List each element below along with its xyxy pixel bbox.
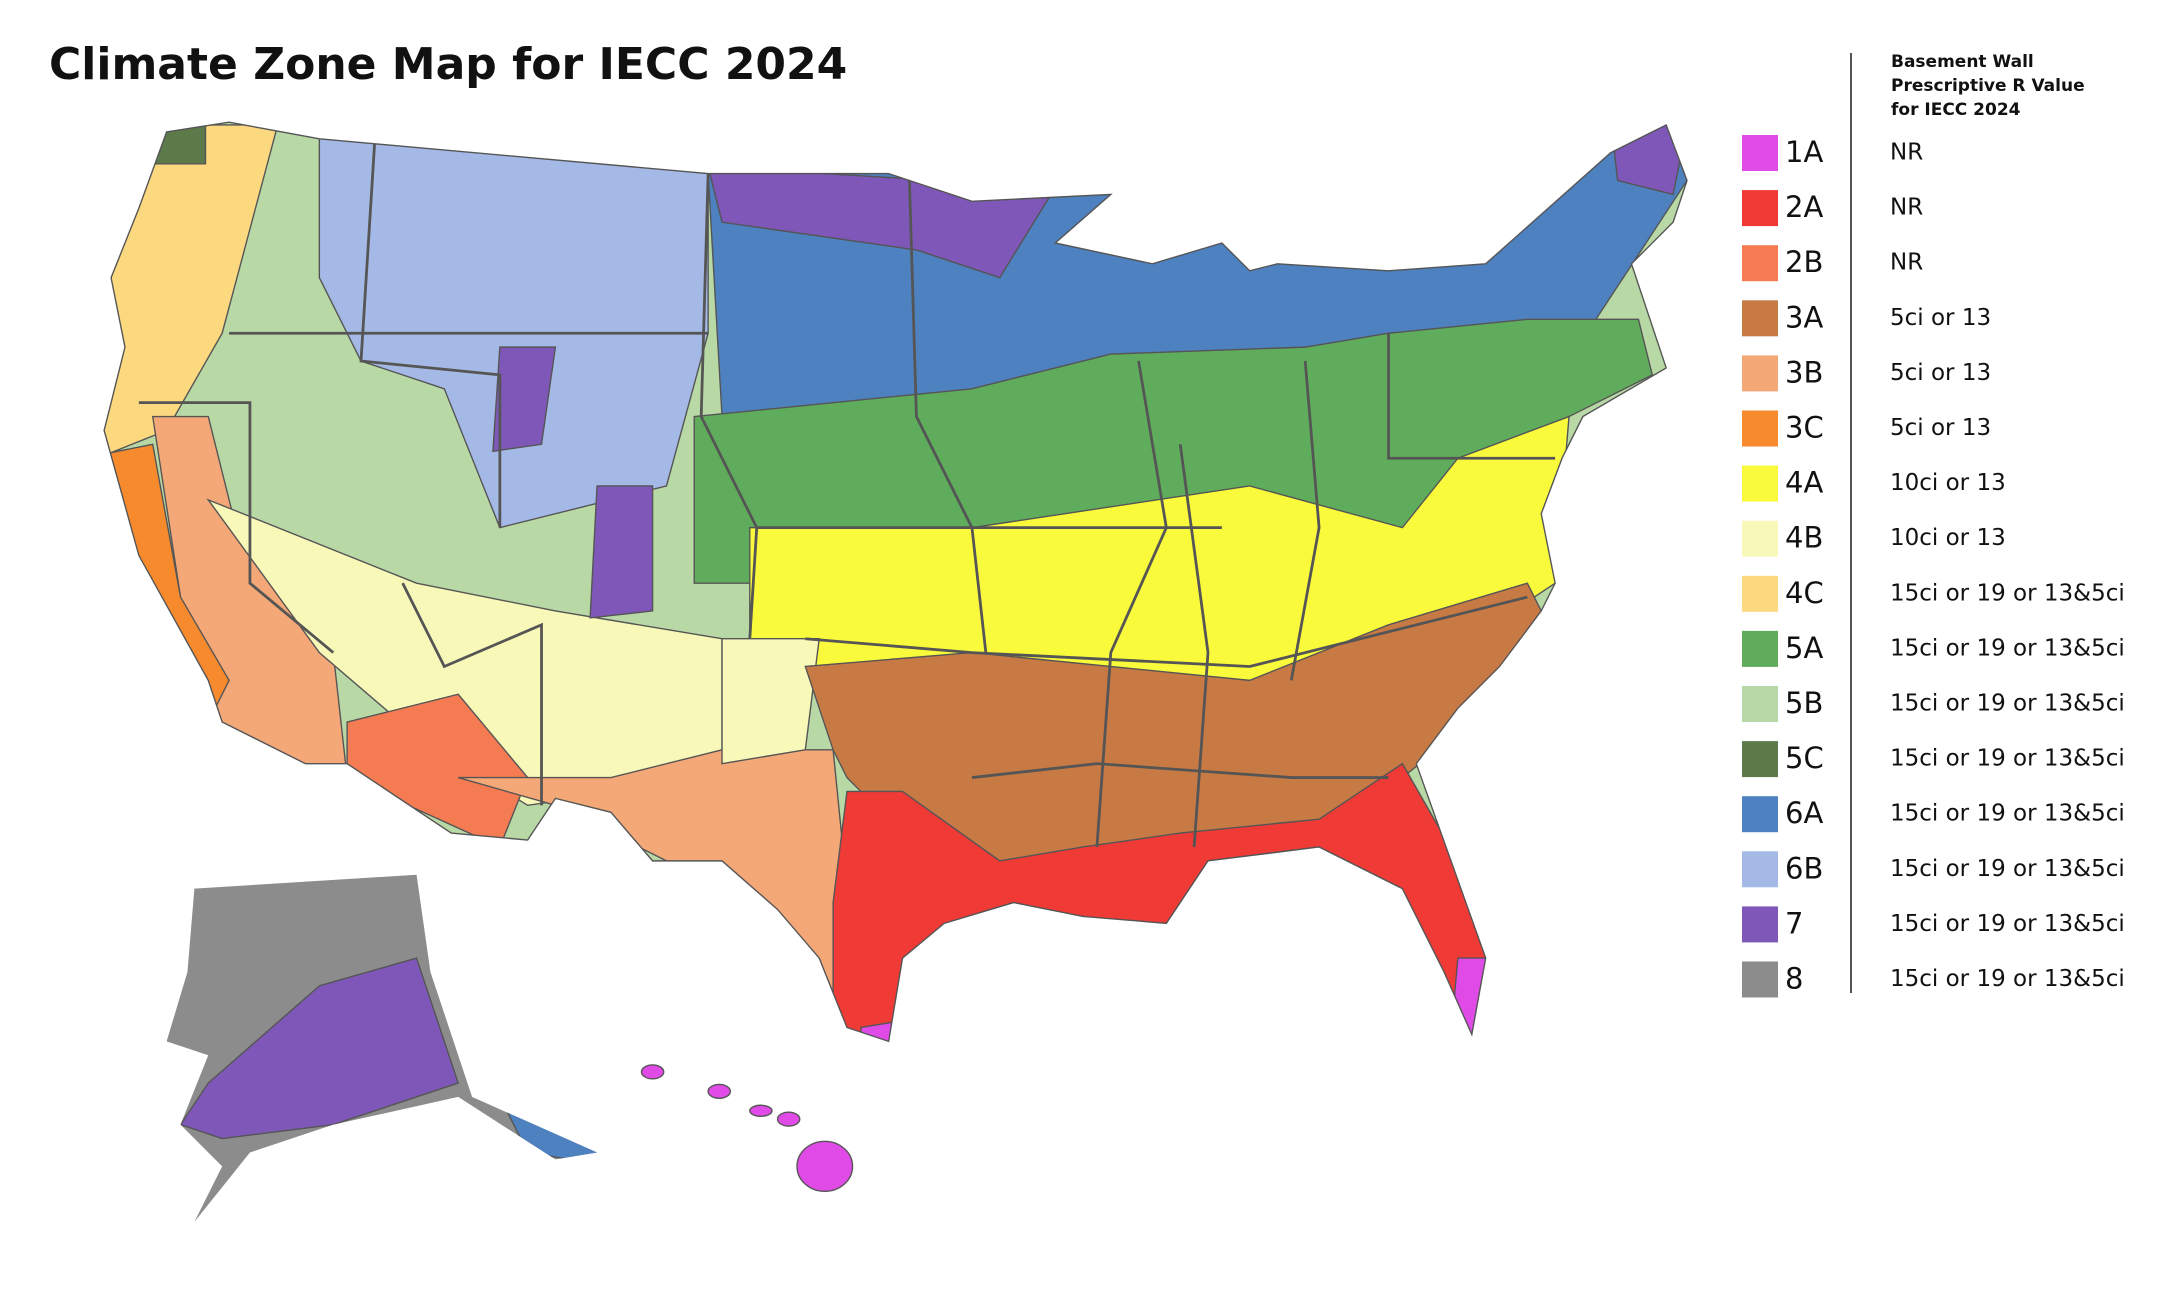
legend-swatch <box>1742 961 1778 998</box>
zone-label: 2A <box>1785 190 1823 224</box>
r-value: 15ci or 19 or 13&5ci <box>1890 856 2125 882</box>
zone-region <box>749 1104 773 1118</box>
hawaii <box>640 1064 854 1193</box>
zone-label: 5C <box>1785 741 1824 775</box>
zone-label: 3C <box>1785 411 1824 445</box>
r-value: 10ci or 13 <box>1890 470 2006 496</box>
r-value: 15ci or 19 or 13&5ci <box>1890 580 2125 606</box>
zone-label: 6A <box>1785 796 1823 830</box>
zone-region <box>589 485 654 619</box>
zone-label: 3A <box>1785 300 1823 334</box>
r-value: 15ci or 19 or 13&5ci <box>1890 911 2125 937</box>
zone-region <box>860 1019 911 1042</box>
zone-label: 4B <box>1785 521 1823 555</box>
legend-swatch <box>1742 851 1778 888</box>
us-outline <box>103 121 1688 1043</box>
zone-region <box>776 1111 801 1127</box>
legend-header: Basement Wall <box>1891 52 2034 72</box>
legend-header: Prescriptive R Value <box>1891 76 2085 96</box>
zone-region <box>707 1083 732 1099</box>
legend-swatch <box>1742 630 1778 667</box>
r-value: 15ci or 19 or 13&5ci <box>1890 691 2125 717</box>
legend-swatch <box>1742 190 1778 227</box>
zone-region <box>152 124 207 165</box>
legend-swatch <box>1742 410 1778 447</box>
zone-region <box>796 1140 854 1193</box>
zone-label: 3B <box>1785 355 1823 389</box>
zone-label: 6B <box>1785 851 1823 885</box>
r-value: 10ci or 13 <box>1890 525 2006 551</box>
r-value: NR <box>1890 140 1923 166</box>
zone-label: 4C <box>1785 576 1824 610</box>
zone-label: 1A <box>1785 135 1823 169</box>
zone-label: 4A <box>1785 466 1823 500</box>
r-value: 5ci or 13 <box>1890 305 1991 331</box>
r-value: 15ci or 19 or 13&5ci <box>1890 966 2125 992</box>
r-value: NR <box>1890 195 1923 221</box>
legend-header: for IECC 2024 <box>1891 100 2021 120</box>
legend-swatch <box>1742 686 1778 722</box>
legend: Basement Wall Prescriptive R Value for IEC… <box>1742 52 2125 998</box>
zone-label: 7 <box>1785 906 1803 940</box>
r-value: 15ci or 19 or 13&5ci <box>1890 746 2125 772</box>
r-value: 5ci or 13 <box>1890 415 1991 441</box>
legend-swatch <box>1742 520 1778 557</box>
legend-swatch <box>1742 906 1778 943</box>
zone-label: 5B <box>1785 686 1823 720</box>
state-borders <box>138 138 1556 848</box>
legend-swatch <box>1742 575 1778 612</box>
legend-swatch <box>1742 796 1778 833</box>
r-value: NR <box>1890 250 1923 276</box>
zone-region <box>832 762 1501 1042</box>
zone-region <box>640 1064 665 1080</box>
r-value: 15ci or 19 or 13&5ci <box>1890 801 2125 827</box>
legend-swatch <box>1742 465 1778 502</box>
r-value: 15ci or 19 or 13&5ci <box>1890 635 2125 661</box>
zone-region <box>498 1096 598 1168</box>
zone-label: 8 <box>1785 962 1803 996</box>
zone-region <box>721 638 821 765</box>
legend-swatch <box>1742 245 1778 282</box>
legend-swatch <box>1742 135 1778 171</box>
zone-region <box>179 957 460 1140</box>
legend-swatch <box>1742 741 1778 778</box>
title: Climate Zone Map for IECC 2024 <box>49 39 847 90</box>
zone-label: 5A <box>1785 631 1823 665</box>
zone-label: 2B <box>1785 245 1823 279</box>
legend-swatch <box>1742 300 1778 337</box>
zone-region <box>1450 957 1501 1042</box>
r-value: 5ci or 13 <box>1890 360 1991 386</box>
alaska <box>166 874 598 1222</box>
legend-swatch <box>1742 355 1778 392</box>
zone-region <box>458 749 876 1042</box>
zone-region <box>492 346 557 453</box>
map <box>103 121 1688 1222</box>
